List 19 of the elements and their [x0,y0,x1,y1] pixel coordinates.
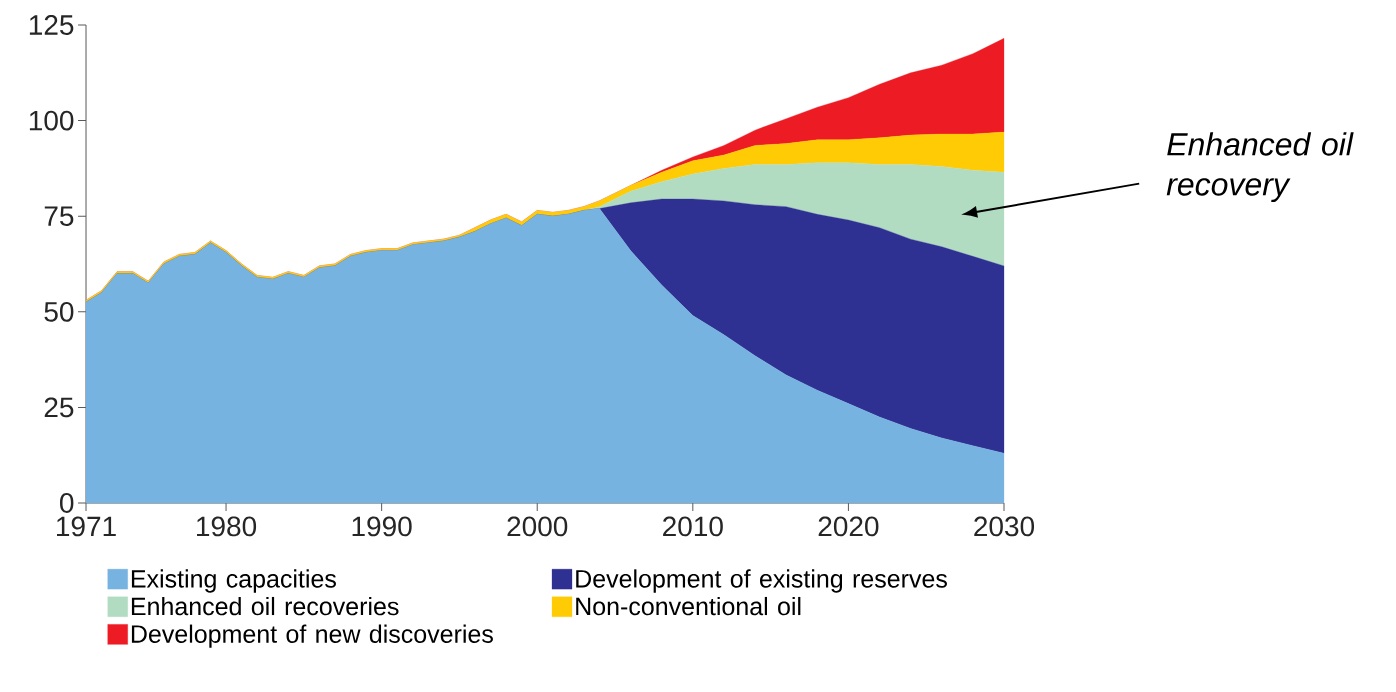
x-tick-label: 2020 [818,516,879,537]
legend-label: Development of new discoveries [131,624,493,648]
y-tick-label: 100 [29,110,74,131]
legend-label: Enhanced oil recoveries [131,596,399,616]
y-tick-label: 0 [60,493,74,513]
x-tick-label: 1971 [57,516,116,537]
y-tick-label: 50 [44,301,74,322]
x-tick-label: 2030 [974,516,1035,537]
text: Enhanced oil recovery [1166,132,1354,203]
y-tick-label: 75 [44,206,74,226]
x-tick-label: 2000 [507,516,568,537]
legend-label: Development of existing reserves [576,569,947,593]
y-tick-label: 25 [44,397,74,418]
x-tick-label: 1980 [197,516,257,537]
y-tick-label: 125 [29,15,74,35]
x-tick-label: 1990 [352,516,412,537]
legend-label: Existing capacities [131,569,336,593]
legend-label: Non-conventional oil [576,596,801,616]
x-tick-label: 2010 [663,516,723,537]
